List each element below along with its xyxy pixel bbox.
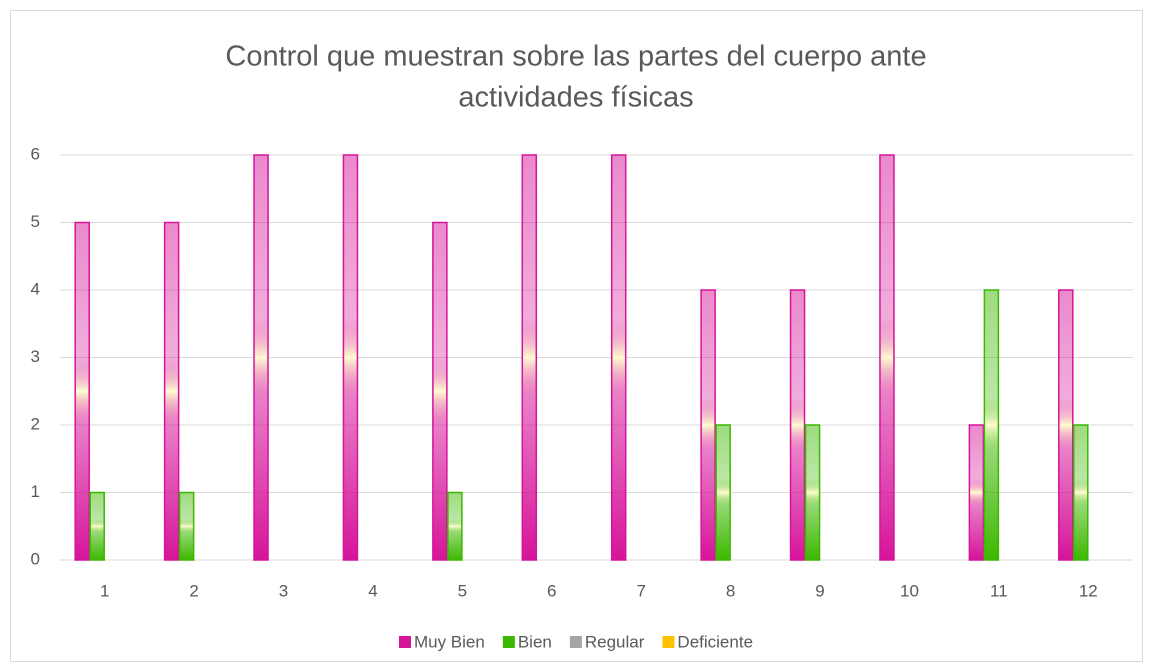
chart-title: actividades físicas: [458, 82, 693, 114]
bar: [447, 491, 463, 561]
y-tick-label: 4: [31, 279, 40, 298]
bar: [342, 154, 359, 561]
bar: [715, 424, 731, 561]
legend-swatch: [398, 636, 411, 648]
legend-swatch: [569, 636, 582, 648]
legend-swatch: [662, 636, 675, 648]
bar: [432, 221, 448, 561]
y-tick-label: 3: [31, 347, 40, 366]
bar: [968, 424, 985, 561]
legend-label: Bien: [518, 632, 552, 651]
y-tick-label: 5: [31, 212, 40, 231]
legend-label: Regular: [585, 632, 645, 651]
bar: [1058, 289, 1074, 561]
legend-label: Muy Bien: [414, 632, 485, 651]
x-tick-label: 2: [189, 581, 198, 600]
bar: [879, 154, 895, 561]
bar: [74, 221, 90, 561]
x-tick-label: 11: [990, 581, 1008, 600]
x-tick-label: 12: [1079, 581, 1098, 600]
bar: [789, 289, 806, 561]
bar: [253, 154, 269, 561]
x-tick-label: 1: [100, 581, 109, 600]
bar: [983, 289, 1000, 561]
x-tick-label: 4: [368, 581, 377, 600]
x-tick-label: 8: [726, 581, 735, 600]
chart-border: [10, 10, 1143, 662]
bar: [1073, 424, 1089, 561]
bar: [804, 424, 821, 561]
legend-label: Deficiente: [677, 632, 753, 651]
legend-swatch: [502, 636, 515, 648]
bar: [178, 491, 195, 561]
y-tick-label: 2: [31, 414, 40, 433]
x-tick-label: 3: [279, 581, 288, 600]
y-tick-label: 0: [31, 549, 40, 568]
bar: [521, 154, 538, 561]
x-tick-label: 10: [900, 581, 919, 600]
bar: [700, 289, 716, 561]
y-tick-label: 1: [31, 482, 40, 501]
x-tick-label: 5: [458, 581, 467, 600]
bar: [610, 154, 627, 561]
x-tick-label: 9: [815, 581, 824, 600]
x-tick-label: 6: [547, 581, 556, 600]
bar: [89, 491, 105, 561]
chart-title: Control que muestran sobre las partes de…: [225, 41, 926, 73]
bar: [163, 221, 180, 561]
y-tick-label: 6: [31, 144, 40, 163]
x-tick-label: 7: [636, 581, 645, 600]
